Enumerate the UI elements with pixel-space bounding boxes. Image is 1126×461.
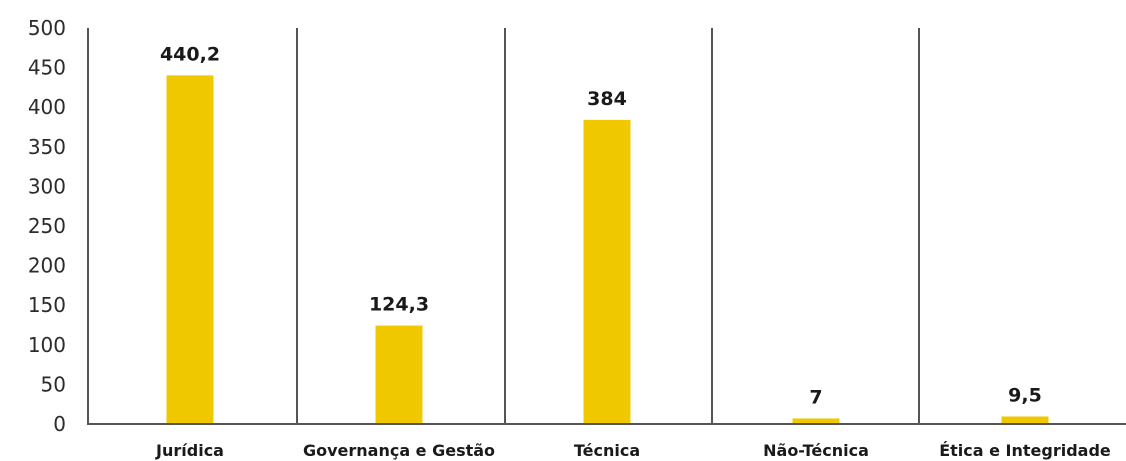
y-tick-label: 350 <box>28 135 66 159</box>
category-labels: Jurídica Governança e Gestão Técnica Não-Té… <box>155 441 1111 460</box>
y-tick-label: 200 <box>28 254 66 278</box>
x-tick-label: Não-Técnica <box>763 441 869 460</box>
y-tick-label: 250 <box>28 214 66 238</box>
bar <box>1001 416 1049 424</box>
value-labels: 440,2 124,3 384 7 9,5 <box>160 43 1042 408</box>
data-label: 7 <box>809 386 822 408</box>
bar <box>166 75 214 424</box>
y-axis-ticks: 0 50 100 150 200 250 300 350 400 450 500 <box>28 16 66 436</box>
data-label: 384 <box>587 88 627 110</box>
bar <box>375 325 423 424</box>
data-label: 124,3 <box>369 294 429 316</box>
axes <box>87 28 1126 425</box>
x-tick-label: Técnica <box>574 441 640 460</box>
y-tick-label: 450 <box>28 56 66 80</box>
data-label: 9,5 <box>1008 384 1042 406</box>
data-label: 440,2 <box>160 43 220 65</box>
y-tick-label: 400 <box>28 95 66 119</box>
bar <box>583 119 631 424</box>
x-tick-label: Governança e Gestão <box>303 441 495 460</box>
y-tick-label: 0 <box>53 412 66 436</box>
bars <box>166 75 1049 424</box>
bar <box>792 418 840 424</box>
y-tick-label: 100 <box>28 333 66 357</box>
y-tick-label: 300 <box>28 174 66 198</box>
x-tick-label: Ética e Integridade <box>939 441 1111 460</box>
y-tick-label: 500 <box>28 16 66 40</box>
category-separators <box>296 28 920 424</box>
y-tick-label: 50 <box>41 372 66 396</box>
x-tick-label: Jurídica <box>155 441 224 460</box>
y-tick-label: 150 <box>28 293 66 317</box>
